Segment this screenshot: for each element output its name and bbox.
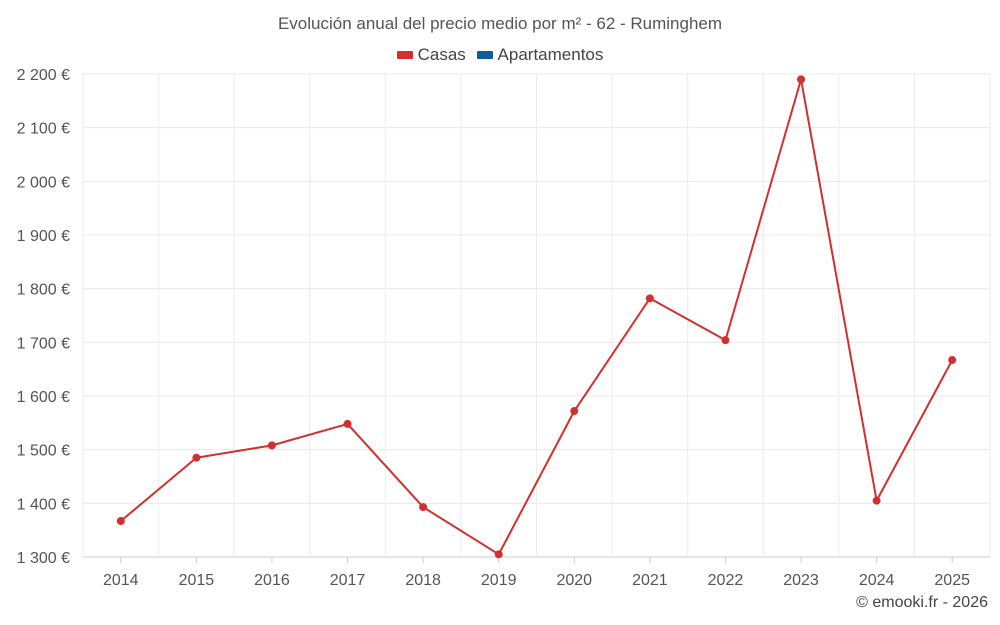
axis-layer: 1 300 € 1 400 € 1 500 € 1 600 € 1 700 € 1 800…	[17, 67, 970, 589]
data-point[interactable]	[494, 550, 503, 559]
data-point[interactable]	[267, 441, 276, 450]
legend-label-apartamentos: Apartamentos	[497, 45, 604, 64]
data-point[interactable]	[948, 356, 957, 365]
x-tick-label: 2025	[934, 572, 970, 589]
x-tick-label: 2022	[708, 572, 744, 589]
data-point[interactable]	[116, 517, 125, 526]
legend-label-casas: Casas	[417, 45, 466, 64]
data-point[interactable]	[721, 336, 730, 345]
data-point[interactable]	[645, 294, 654, 303]
legend-swatch-casas	[396, 51, 413, 59]
series-layer	[116, 75, 957, 559]
x-tick-label: 2023	[783, 572, 819, 589]
y-tick-label: 2 100 €	[17, 121, 70, 138]
x-tick-label: 2016	[254, 572, 290, 589]
x-tick-label: 2015	[179, 572, 215, 589]
y-tick-label: 1 900 €	[17, 228, 70, 245]
series-line-casas	[120, 78, 954, 556]
y-tick-label: 1 300 €	[17, 550, 70, 567]
y-tick-label: 1 500 €	[17, 443, 70, 460]
y-tick-label: 1 600 €	[17, 389, 70, 406]
data-point[interactable]	[797, 75, 806, 84]
y-tick-label: 1 800 €	[17, 282, 70, 299]
chart-legend: Casas Apartamentos	[0, 44, 1000, 65]
legend-item-apartamentos[interactable]: Apartamentos	[476, 45, 604, 65]
x-tick-label: 2021	[632, 572, 668, 589]
footer-credit: © emooki.fr - 2026	[856, 594, 988, 611]
data-point[interactable]	[192, 453, 201, 462]
y-tick-label: 1 400 €	[17, 496, 70, 513]
x-tick-label: 2020	[556, 572, 592, 589]
data-point[interactable]	[872, 496, 881, 505]
data-point[interactable]	[570, 407, 579, 416]
x-tick-label: 2018	[405, 572, 441, 589]
legend-item-casas[interactable]: Casas	[396, 45, 466, 65]
legend-swatch-apartamentos	[476, 51, 493, 59]
data-point[interactable]	[419, 503, 428, 512]
chart-title: Evolución anual del precio medio por m² …	[277, 14, 723, 33]
grid-layer	[82, 73, 991, 558]
y-tick-label: 2 200 €	[17, 67, 70, 84]
y-tick-label: 1 700 €	[17, 335, 70, 352]
data-point[interactable]	[343, 419, 352, 428]
x-tick-label: 2019	[481, 572, 517, 589]
x-tick-label: 2017	[330, 572, 366, 589]
x-tick-label: 2014	[103, 572, 139, 589]
x-tick-label: 2024	[859, 572, 895, 589]
y-tick-label: 2 000 €	[17, 174, 70, 191]
